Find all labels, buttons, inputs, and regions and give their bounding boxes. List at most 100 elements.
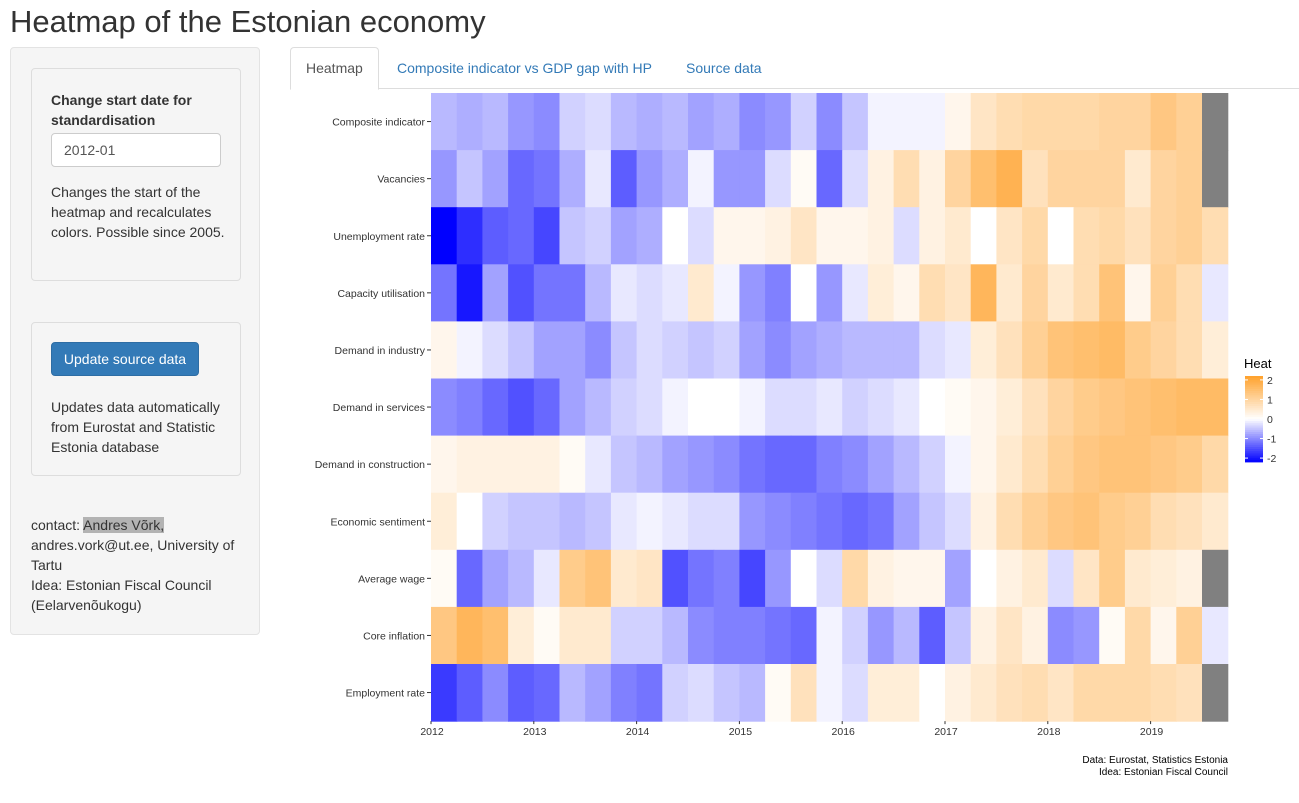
heatmap-cell	[1047, 93, 1075, 151]
heatmap-cell	[533, 321, 561, 380]
heatmap-cell	[765, 93, 792, 151]
heatmap-cell	[508, 378, 535, 437]
heatmap-cell	[1202, 606, 1229, 665]
heatmap-cell	[1047, 606, 1075, 665]
heatmap-cell	[1047, 321, 1075, 380]
heatmap-cell	[585, 264, 612, 322]
tab-source-data[interactable]: Source data	[686, 60, 762, 76]
heatmap-cell	[919, 321, 946, 380]
heatmap-cell	[1022, 207, 1049, 265]
heatmap-cell	[765, 150, 792, 208]
heatmap-cell	[765, 378, 792, 437]
heatmap-cell	[970, 150, 997, 208]
heatmap-cell	[1176, 492, 1203, 551]
heatmap-cell	[431, 549, 458, 608]
legend-swatch	[1245, 412, 1263, 416]
heatmap-cell	[508, 321, 535, 380]
heatmap-cell	[1047, 150, 1075, 208]
heatmap-cell	[1124, 93, 1152, 151]
heatmap-cell	[1124, 664, 1152, 722]
heatmap-cell	[482, 435, 509, 494]
tab-composite-vs-gdp-gap[interactable]: Composite indicator vs GDP gap with HP	[397, 60, 652, 76]
legend-swatch	[1245, 391, 1263, 394]
heatmap-cell	[1022, 435, 1049, 494]
heatmap-cell	[610, 549, 638, 608]
heatmap-cell	[482, 549, 509, 608]
heatmap-cell	[996, 93, 1023, 151]
start-date-help: Changes the start of the heatmap and rec…	[51, 184, 225, 240]
legend-swatch	[1245, 451, 1263, 454]
row-label: Demand in industry	[335, 345, 426, 357]
heatmap-cell	[1202, 264, 1229, 322]
heatmap-cell	[431, 207, 458, 265]
heatmap-cell	[970, 207, 997, 265]
row-label: Vacancies	[377, 174, 425, 186]
heatmap-cell	[1176, 207, 1203, 265]
update-source-data-button[interactable]: Update source data	[51, 342, 199, 376]
heatmap-cell	[790, 435, 818, 494]
heatmap-cell	[1022, 549, 1049, 608]
heatmap-cell	[970, 435, 997, 494]
legend-swatch	[1245, 410, 1263, 413]
heatmap-cell	[1099, 549, 1126, 608]
heatmap-cell	[893, 207, 920, 265]
heatmap-cell	[456, 549, 483, 608]
heatmap-cell	[1047, 435, 1075, 494]
heatmap-cell	[867, 664, 895, 722]
heatmap-cell	[867, 492, 895, 551]
heatmap-cell	[945, 264, 972, 322]
heatmap-cell	[790, 549, 818, 608]
heatmap-cell	[970, 492, 997, 551]
heatmap-cell	[610, 207, 638, 265]
heatmap-cell	[533, 435, 561, 494]
heatmap-cell	[585, 150, 612, 208]
heatmap-cell	[765, 207, 792, 265]
heatmap-cell	[508, 207, 535, 265]
heatmap-cell	[688, 264, 715, 322]
heatmap-cell	[1150, 150, 1177, 208]
heatmap-cell	[816, 378, 843, 437]
start-date-input[interactable]	[51, 133, 221, 167]
legend-swatch	[1245, 401, 1263, 405]
heatmap-cell	[1022, 378, 1049, 437]
heatmap-cell	[1124, 549, 1152, 608]
heatmap-cell	[482, 264, 509, 322]
heatmap-cell	[1073, 435, 1100, 494]
legend-swatch	[1245, 416, 1263, 420]
heatmap-cell	[688, 321, 715, 380]
legend-swatch	[1245, 419, 1263, 422]
legend-tick-label: -2	[1267, 453, 1276, 465]
heatmap-cell	[636, 664, 663, 722]
heatmap-cell	[559, 150, 586, 208]
heatmap-cell	[585, 93, 612, 151]
legend-tick-label: 0	[1267, 414, 1273, 426]
heatmap-cell	[842, 549, 869, 608]
heatmap-cell	[970, 549, 997, 608]
heatmap-cell	[842, 321, 869, 380]
heatmap-cell	[662, 93, 689, 151]
heatmap-cell	[867, 207, 895, 265]
heatmap-cell	[919, 207, 946, 265]
heatmap-cell	[456, 321, 483, 380]
heatmap-cell	[919, 150, 946, 208]
tab-heatmap[interactable]: Heatmap	[290, 47, 379, 90]
heatmap-cell	[816, 664, 843, 722]
heatmap-cell	[1099, 435, 1126, 494]
heatmap-cell	[996, 378, 1023, 437]
heatmap-cell	[688, 435, 715, 494]
heatmap-cell	[456, 664, 483, 722]
heatmap-cell	[1150, 378, 1177, 437]
heatmap-cell	[636, 264, 663, 322]
legend-swatch	[1245, 376, 1263, 379]
heatmap-cell	[1099, 264, 1126, 322]
heatmap-cell	[533, 378, 561, 437]
x-tick-label: 2019	[1140, 726, 1164, 738]
row-label: Average wage	[358, 573, 425, 585]
heatmap-cell	[970, 606, 997, 665]
heatmap-cell	[996, 435, 1023, 494]
heatmap-cell	[533, 207, 561, 265]
heatmap-cell	[533, 264, 561, 322]
heatmap-cell	[533, 606, 561, 665]
heatmap-cell	[662, 321, 689, 380]
sidebar-panel: Change start date for standardisation Ch…	[10, 47, 260, 635]
